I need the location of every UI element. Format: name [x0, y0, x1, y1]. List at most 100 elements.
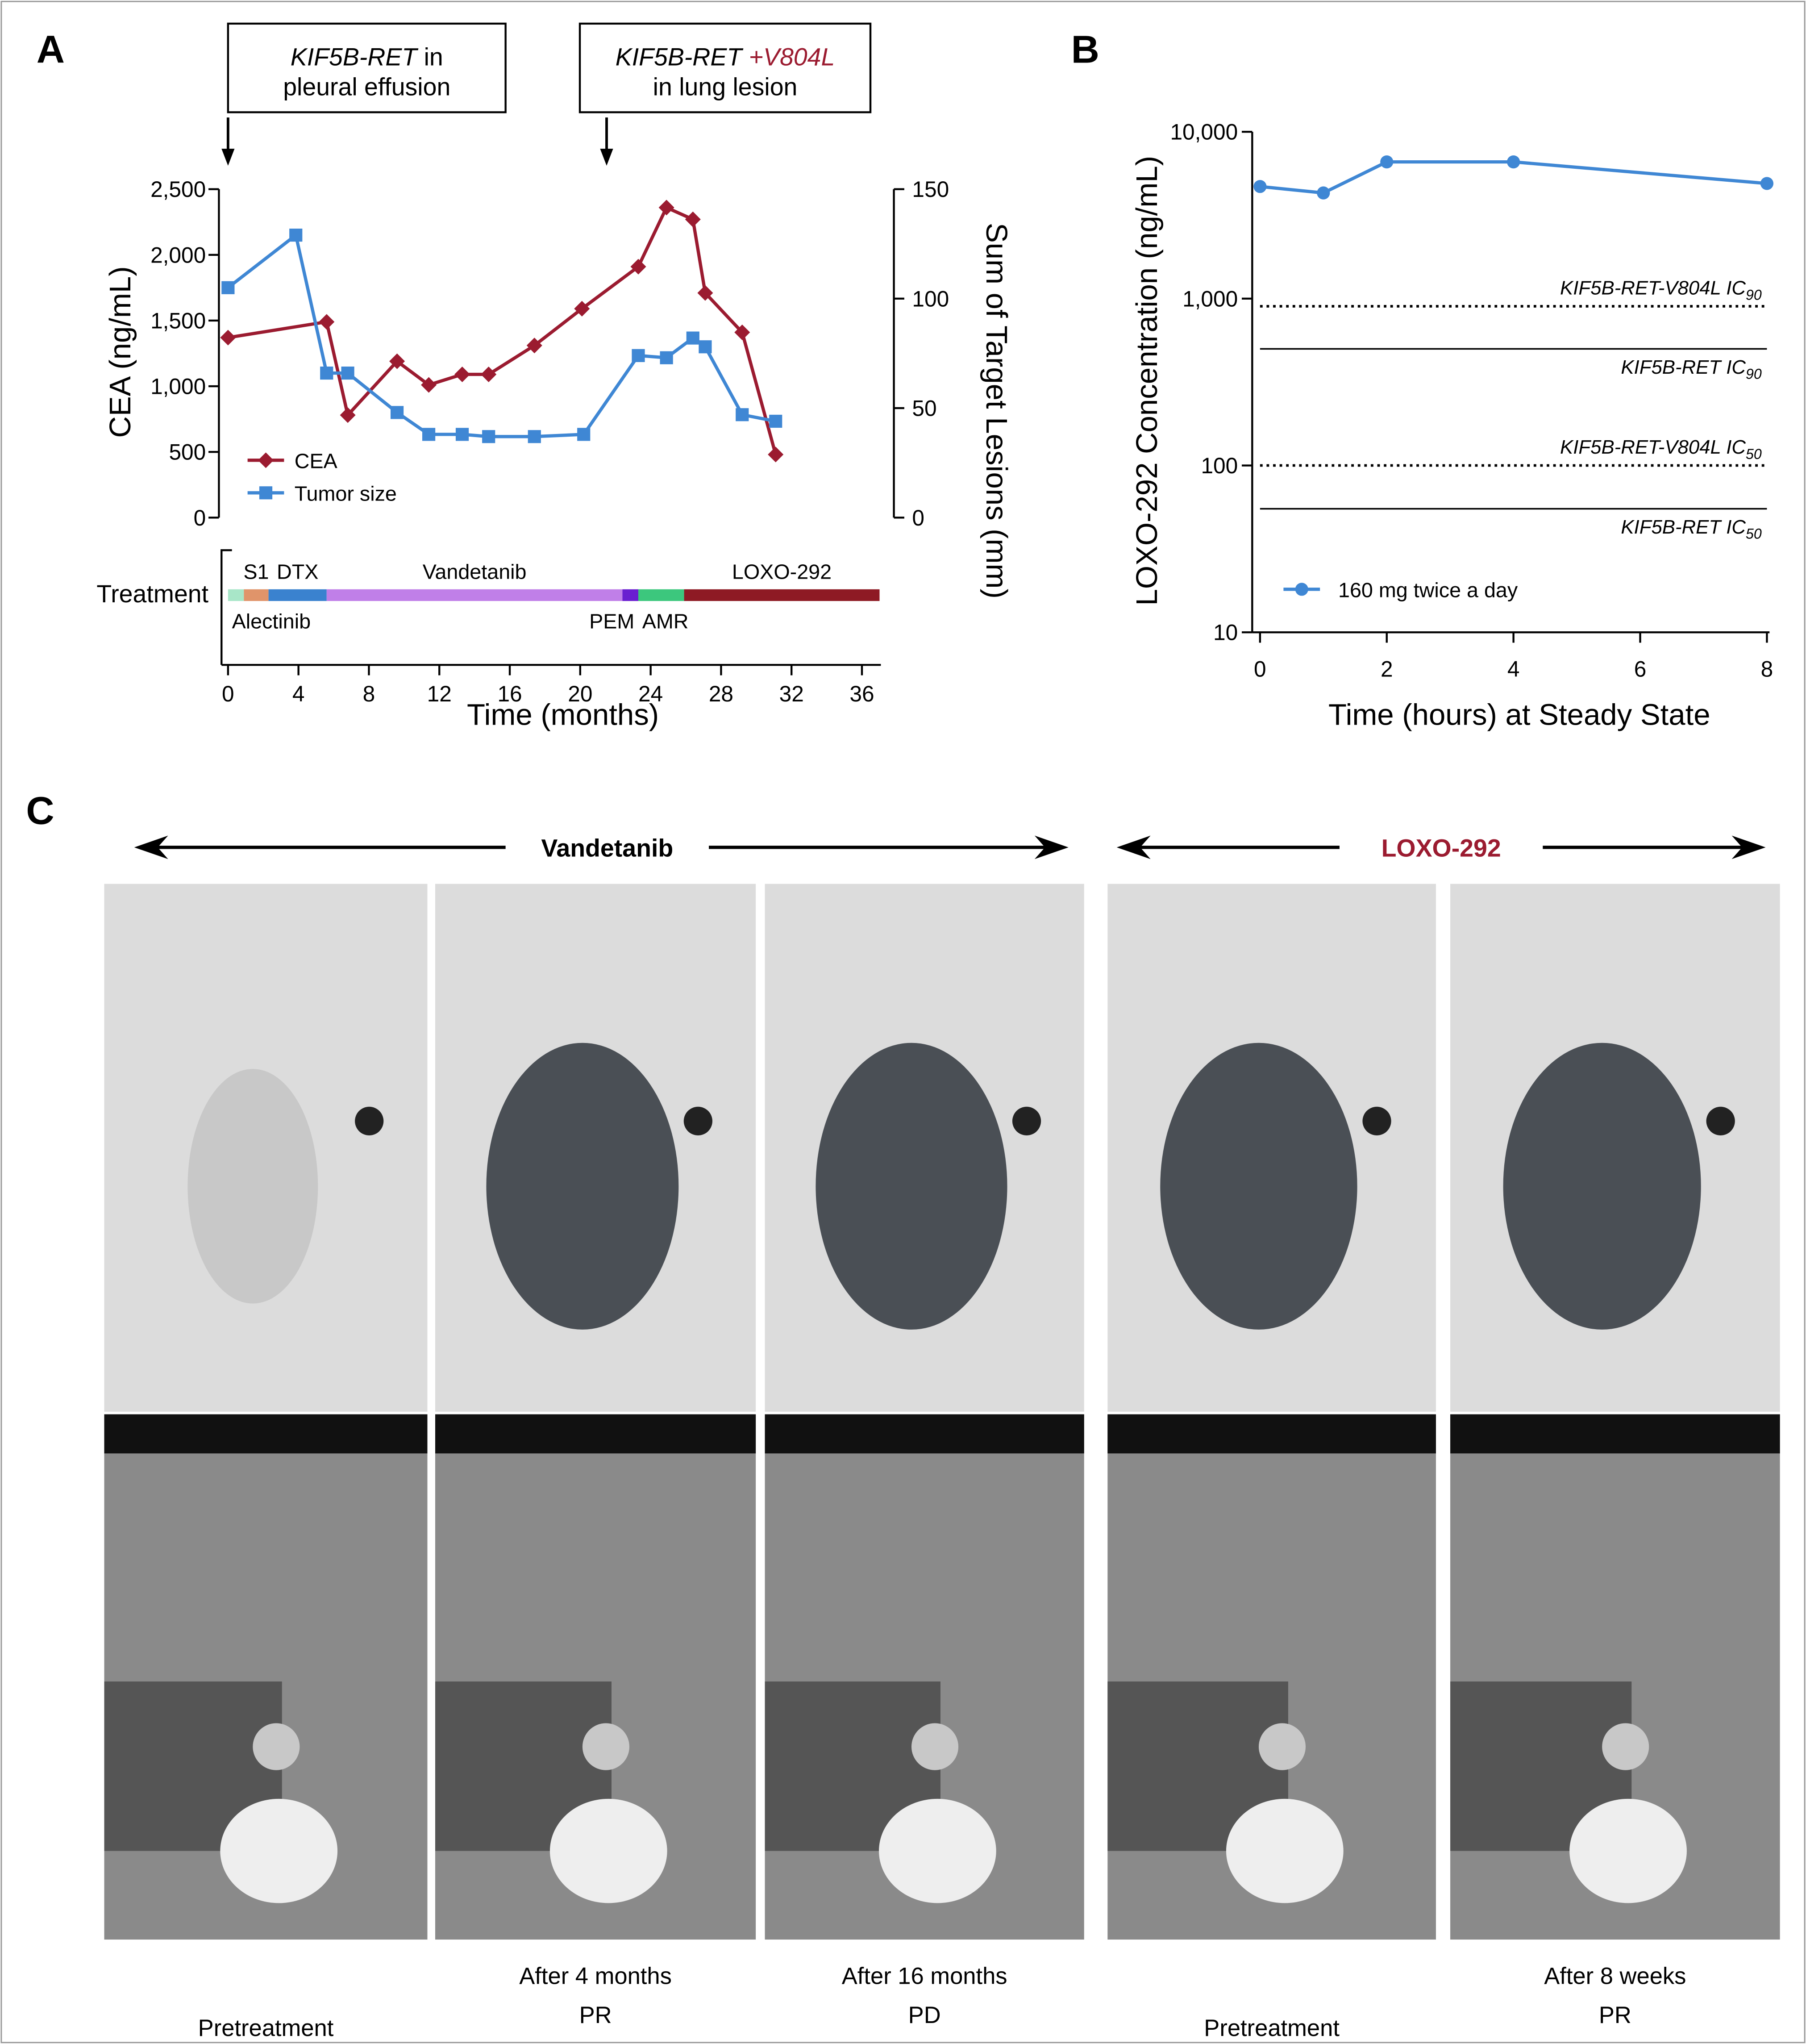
annotation-text: pleural effusion — [283, 73, 450, 100]
ct-lung-field — [1160, 1043, 1357, 1330]
x-axis-title: Time (months) — [467, 698, 659, 731]
marker — [389, 353, 405, 369]
annotation-part: in lung lesion — [653, 73, 798, 100]
x-tick-label: 8 — [1761, 656, 1773, 681]
x-tick-label: 4 — [292, 681, 305, 706]
treatment-segment — [326, 589, 623, 601]
marker — [686, 331, 699, 345]
arrowhead — [1731, 835, 1766, 859]
ct-aorta — [911, 1723, 959, 1770]
reference-label: KIF5B-RET IC50 — [1621, 516, 1762, 542]
marker — [422, 428, 436, 441]
ct-airway — [1012, 1106, 1041, 1135]
ct-spine — [878, 1798, 996, 1903]
ct-aorta — [1258, 1723, 1306, 1770]
ct-lung-field — [816, 1043, 1007, 1330]
y2-tick-label: 0 — [912, 505, 924, 530]
y-tick-label: 0 — [194, 505, 206, 530]
reference-label-text: KIF5B-RET IC — [1621, 516, 1746, 538]
reference-label-subscript: 90 — [1746, 366, 1762, 382]
marker — [699, 340, 712, 354]
treatment-segment — [622, 589, 639, 601]
y-tick-label: 1,000 — [150, 374, 206, 399]
legend-label: CEA — [295, 449, 338, 472]
marker — [768, 446, 784, 463]
treatment-segment — [244, 589, 269, 601]
x-tick-label: 24 — [638, 681, 663, 706]
image-caption: After 8 weeks — [1544, 1963, 1686, 1989]
marker — [455, 428, 469, 441]
x-tick-label: 28 — [709, 681, 733, 706]
ct-lung-field — [486, 1043, 679, 1330]
legend-marker — [1295, 583, 1308, 596]
label-backdrop — [1339, 829, 1543, 866]
marker — [1380, 155, 1394, 169]
legend-marker — [259, 486, 273, 500]
y2-axis-title: Sum of Target Lesions (mm) — [980, 223, 1013, 599]
x-tick-label: 36 — [849, 681, 874, 706]
y-tick-label: 2,000 — [150, 242, 206, 267]
reference-label-subscript: 90 — [1746, 287, 1762, 303]
ct-band — [765, 1414, 1084, 1454]
x-tick-label: 8 — [363, 681, 375, 706]
x-tick-label: 0 — [1254, 656, 1266, 681]
image-caption: PR — [579, 2002, 612, 2028]
axis-bracket — [221, 549, 232, 665]
x-tick-label: 32 — [779, 681, 804, 706]
ct-spine — [549, 1798, 667, 1903]
ct-band — [1107, 1414, 1436, 1454]
annotation-part: pleural effusion — [283, 73, 450, 100]
ct-aorta — [1602, 1723, 1649, 1770]
arrowhead — [1116, 835, 1151, 859]
panel-label: C — [26, 788, 54, 832]
annotation-text: KIF5B-RET +V804L — [616, 43, 835, 71]
group-label: LOXO-292 — [1382, 834, 1501, 862]
ct-airway — [1362, 1106, 1391, 1135]
y2-tick-label: 150 — [912, 177, 949, 202]
treatment-segment — [684, 589, 880, 601]
y2-tick-label: 50 — [912, 396, 936, 421]
annotation-arrowhead — [221, 149, 235, 166]
ct-band — [1450, 1414, 1780, 1454]
marker — [1760, 177, 1774, 190]
label-backdrop — [505, 829, 709, 866]
treatment-name: DTX — [277, 560, 318, 583]
treatment-name: Vandetanib — [423, 560, 527, 583]
marker — [577, 428, 591, 441]
y-tick-label: 1,000 — [1182, 286, 1238, 311]
ct-band — [104, 1414, 428, 1454]
arrowhead — [134, 835, 168, 859]
reference-label-subscript: 50 — [1746, 446, 1762, 462]
treatment-name: PEM — [589, 609, 634, 633]
annotation-part: +V804L — [742, 43, 835, 71]
marker — [1317, 186, 1330, 200]
annotation-part: KIF5B-RET — [291, 43, 419, 71]
marker — [320, 366, 333, 380]
ct-airway — [355, 1106, 384, 1135]
reference-label: KIF5B-RET-V804L IC90 — [1560, 277, 1762, 303]
treatment-name: LOXO-292 — [732, 560, 832, 583]
x-axis-title: Time (hours) at Steady State — [1328, 698, 1710, 731]
x-tick-label: 20 — [568, 681, 592, 706]
ct-spine — [1569, 1798, 1687, 1903]
ct-airway — [1706, 1106, 1735, 1135]
marker — [1507, 155, 1520, 169]
image-caption: After 16 months — [842, 1963, 1007, 1989]
marker — [341, 366, 354, 380]
marker — [221, 281, 235, 294]
y-axis-title: LOXO-292 Concentration (ng/mL) — [1130, 156, 1164, 605]
marker — [1253, 180, 1267, 193]
x-tick-label: 4 — [1507, 656, 1520, 681]
treatment-segment — [638, 589, 684, 601]
marker — [734, 324, 750, 340]
marker — [736, 408, 749, 421]
treatment-segment — [268, 589, 327, 601]
marker — [528, 430, 541, 443]
image-caption: PD — [908, 2002, 941, 2028]
annotation-box — [578, 22, 872, 113]
marker — [526, 338, 542, 354]
marker — [220, 330, 236, 346]
annotation-box — [227, 22, 507, 113]
marker — [421, 377, 437, 393]
